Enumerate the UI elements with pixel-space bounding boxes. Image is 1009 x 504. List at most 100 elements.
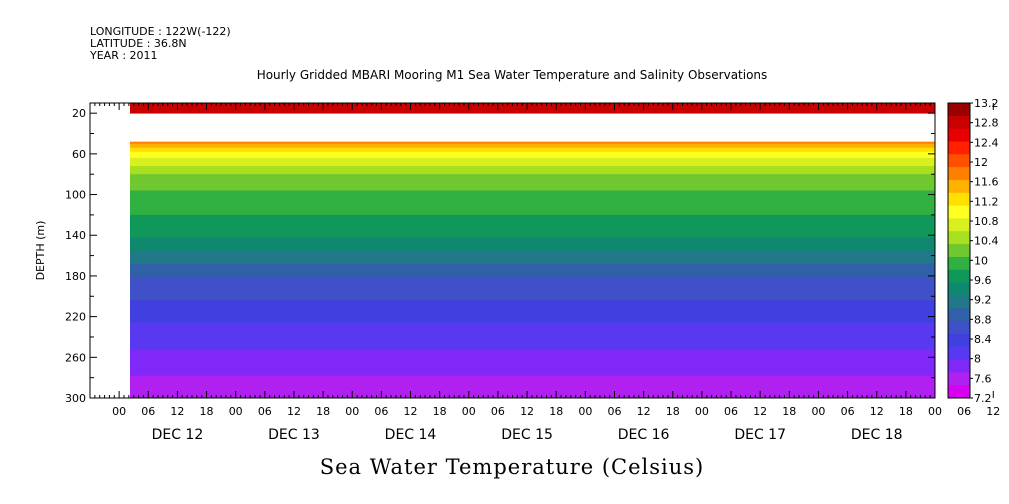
colorbar-swatch	[948, 154, 970, 168]
x-hour-label: 18	[782, 405, 796, 418]
colorbar-swatch	[948, 103, 970, 117]
temperature-band	[130, 316, 935, 320]
colorbar-label: 11.2	[974, 195, 999, 208]
y-tick-label: 180	[65, 270, 86, 283]
colorbar-swatch	[948, 141, 970, 155]
x-day-label: DEC 12	[152, 427, 204, 443]
temperature-band	[130, 280, 935, 283]
colorbar-swatch	[948, 333, 970, 348]
temperature-band	[130, 168, 935, 171]
colorbar-label: 11.6	[974, 176, 999, 189]
temperature-band	[130, 231, 935, 234]
x-hour-label: 12	[404, 405, 418, 418]
colorbar-swatch	[948, 385, 970, 399]
temperature-band	[130, 233, 935, 236]
colorbar-swatch	[948, 128, 970, 142]
temperature-band	[130, 269, 935, 273]
temperature-band	[130, 227, 935, 230]
colorbar-swatch	[948, 308, 970, 322]
temperature-band	[130, 176, 935, 179]
x-hour-label: 06	[258, 405, 272, 418]
temperature-band	[130, 306, 935, 309]
colorbar-label: 9.2	[974, 294, 992, 307]
temperature-band	[130, 192, 935, 195]
temperature-band	[130, 385, 935, 389]
colorbar-swatch	[948, 321, 970, 335]
temperature-band	[130, 341, 935, 344]
temperature-band	[130, 284, 935, 287]
temperature-band	[130, 292, 935, 295]
year-label: YEAR : 2011	[90, 49, 158, 62]
colorbar-swatch	[948, 244, 970, 258]
temperature-band	[130, 141, 935, 145]
temperature-band	[130, 377, 935, 381]
heatmap-plot-area	[90, 103, 935, 399]
temperature-band	[130, 259, 935, 263]
x-day-label: DEC 14	[385, 427, 437, 443]
temperature-band	[130, 286, 935, 289]
x-hour-label: 00	[578, 405, 592, 418]
temperature-band	[130, 334, 935, 338]
temperature-band	[130, 296, 935, 299]
x-hour-label: 00	[229, 405, 243, 418]
temperature-band	[130, 162, 935, 165]
temperature-band	[130, 263, 935, 267]
temperature-band	[130, 172, 935, 175]
temperature-band	[130, 190, 935, 193]
colorbar-label: 10.8	[974, 215, 999, 228]
temperature-band	[130, 300, 935, 303]
temperature-band	[130, 318, 935, 322]
x-hour-label: 00	[811, 405, 825, 418]
temperature-band	[130, 375, 935, 379]
temperature-band	[130, 249, 935, 252]
x-hour-label: 18	[200, 405, 214, 418]
temperature-band	[130, 277, 935, 281]
x-hour-label: 06	[491, 405, 505, 418]
temperature-band	[130, 339, 935, 342]
colorbar-swatch	[948, 231, 970, 245]
temperature-band	[130, 107, 935, 110]
temperature-band	[130, 324, 935, 328]
x-hour-label: 06	[724, 405, 738, 418]
temperature-band	[130, 275, 935, 279]
temperature-band	[130, 225, 935, 228]
latitude-label: LATITUDE : 36.8N	[90, 37, 187, 50]
temperature-band	[130, 282, 935, 285]
temperature-band	[130, 326, 935, 330]
temperature-band	[130, 261, 935, 265]
temperature-band	[130, 255, 935, 259]
temperature-band	[130, 229, 935, 232]
temperature-band	[130, 180, 935, 183]
temperature-band	[130, 157, 935, 161]
temperature-band	[130, 330, 935, 334]
colorbar-label: 7.2	[974, 392, 992, 405]
colorbar-label: 10.4	[974, 235, 999, 248]
y-tick-label: 140	[65, 229, 86, 242]
temperature-band	[130, 159, 935, 163]
temperature-band	[130, 239, 935, 242]
temperature-band	[130, 294, 935, 297]
temperature-band	[130, 365, 935, 368]
chart-title: Hourly Gridded MBARI Mooring M1 Sea Wate…	[256, 68, 768, 82]
temperature-band	[130, 310, 935, 313]
x-hour-label: 06	[374, 405, 388, 418]
temperature-band	[130, 257, 935, 261]
temperature-band	[130, 194, 935, 197]
x-hour-label: 18	[666, 405, 680, 418]
x-day-label: DEC 15	[501, 427, 553, 443]
colorbar-swatch	[948, 359, 970, 373]
temperature-band	[130, 395, 935, 399]
colorbar-swatch	[948, 218, 970, 232]
y-tick-label: 220	[65, 311, 86, 324]
temperature-band	[130, 363, 935, 366]
colorbar-swatch	[948, 205, 970, 219]
temperature-band	[130, 308, 935, 311]
temperature-band	[130, 105, 935, 108]
temperature-band	[130, 271, 935, 275]
temperature-band	[130, 186, 935, 189]
temperature-band	[130, 373, 935, 377]
temperature-band	[130, 265, 935, 269]
temperature-band	[130, 389, 935, 393]
y-tick-label: 300	[65, 392, 86, 405]
